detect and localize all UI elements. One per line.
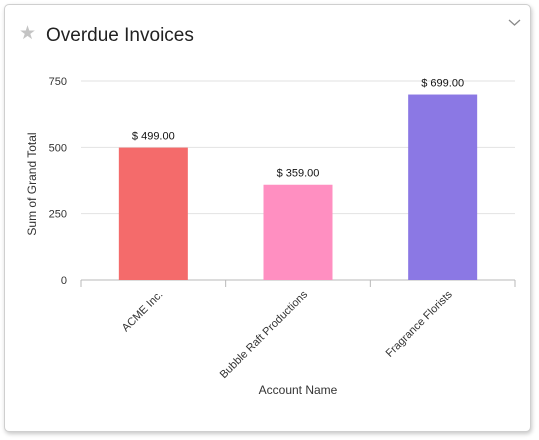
chart-card: ★ Overdue Invoices $ 499.00 $ 359.00 $ 699… [4, 4, 531, 432]
bar[interactable] [408, 94, 478, 280]
data-label: $ 699.00 [421, 78, 464, 90]
y-tick-label: 750 [49, 76, 67, 88]
y-tick-label: 0 [61, 275, 67, 287]
data-label: $ 499.00 [132, 131, 175, 143]
y-axis-title: Sum of Grand Total [25, 132, 39, 235]
x-tick-label: Fragrance Florists [384, 288, 456, 360]
y-tick-label: 500 [49, 142, 67, 154]
bar[interactable] [263, 184, 333, 280]
x-tick-label: ACME Inc. [120, 289, 166, 335]
x-axis-title: Account Name [259, 383, 338, 397]
chevron-down-icon[interactable] [508, 18, 521, 27]
bar-chart: $ 499.00 $ 359.00 $ 699.00 0 250 500 750 ACME … [25, 76, 516, 397]
chart-title: Overdue Invoices [46, 25, 194, 46]
star-icon[interactable]: ★ [19, 23, 37, 44]
data-label: $ 359.00 [277, 168, 320, 180]
bar[interactable] [118, 147, 188, 280]
x-tick-label: Bubble Raft Productions [218, 288, 311, 381]
y-tick-label: 250 [49, 209, 67, 221]
